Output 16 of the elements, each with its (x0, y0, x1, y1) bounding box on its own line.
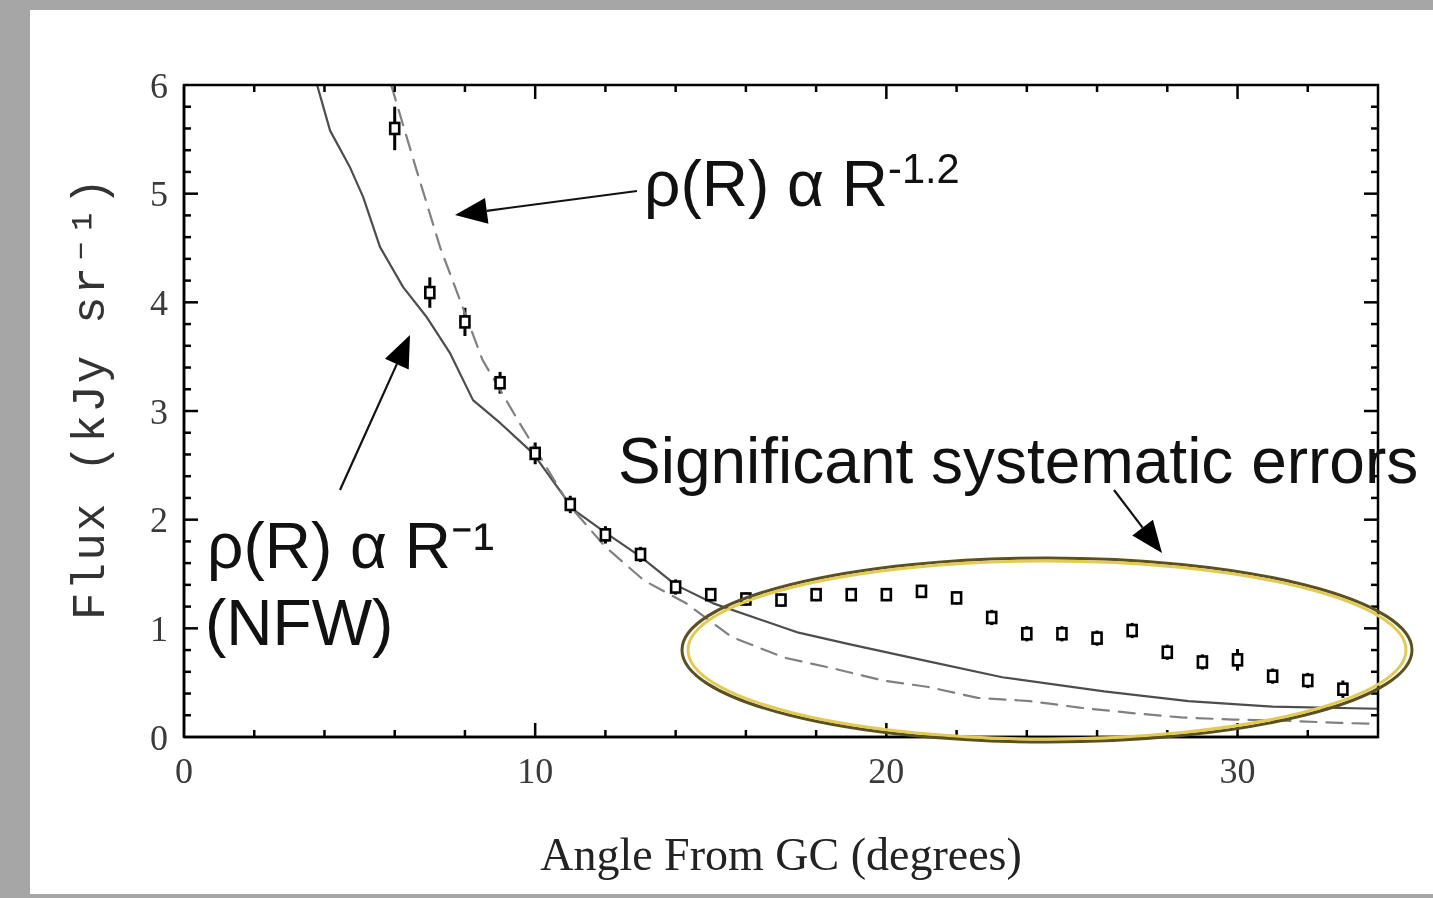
x-axis-title: Angle From GC (degrees) (540, 829, 1022, 880)
annotation: ρ(R) α R$^{-1.2}$ (644, 144, 960, 220)
x-tick-label: 0 (175, 750, 193, 791)
y-tick-label: 6 (150, 65, 168, 106)
x-tick-label: 20 (868, 750, 905, 791)
y-tick-label: 4 (150, 283, 168, 324)
y-tick-label: 1 (150, 609, 168, 650)
y-axis-title: Flux (kJy sr⁻¹) (66, 175, 118, 621)
annotation: (NFW) (205, 587, 394, 659)
y-tick-label: 2 (150, 500, 168, 541)
y-tick-label: 3 (150, 391, 168, 432)
x-tick-label: 30 (1219, 750, 1256, 791)
x-tick-label: 10 (517, 750, 554, 791)
y-tick-label: 5 (150, 174, 168, 215)
annotation: ρ(R) α R⁻¹ (207, 510, 495, 582)
y-tick-label: 0 (150, 717, 168, 758)
